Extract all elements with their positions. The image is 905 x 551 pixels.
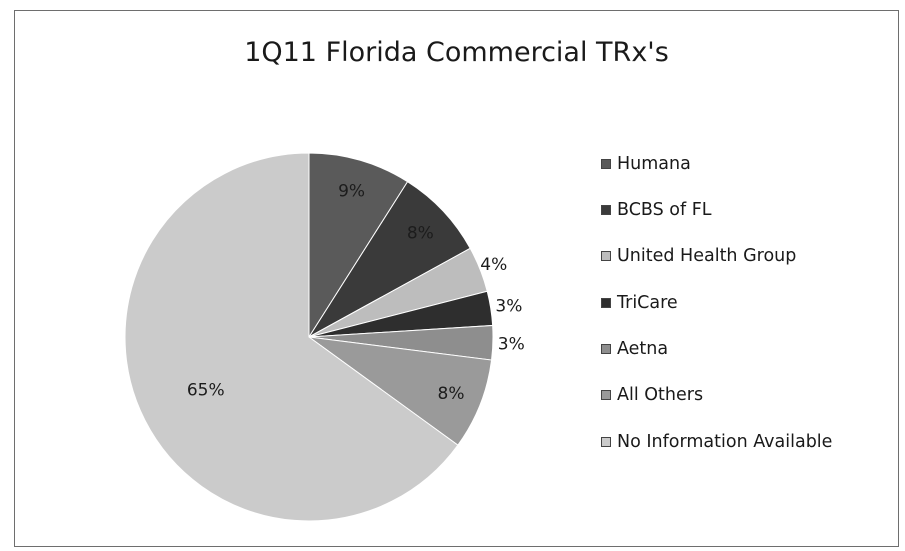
legend-label: All Others [617,385,704,406]
legend-label: TriCare [617,292,678,313]
legend-item: Aetna [601,338,832,361]
legend-label: United Health Group [617,246,797,267]
pie-slice-no-information-available [124,152,459,522]
legend-label: Humana [617,153,691,174]
legend-label: BCBS of FL [617,199,712,220]
data-label: 3% [498,334,525,354]
legend-swatch [601,390,611,401]
data-label: 3% [495,296,522,316]
data-label: 65% [187,381,225,401]
data-label: 4% [480,255,507,275]
legend-swatch [601,251,611,262]
legend-item: United Health Group [601,245,832,268]
legend-item: No Information Available [601,430,832,453]
legend-swatch [601,297,611,308]
legend-label: No Information Available [617,431,833,452]
legend-swatch [601,204,611,215]
legend-swatch [601,158,611,169]
legend-swatch [601,436,611,447]
legend-item: TriCare [601,291,832,314]
legend-swatch [601,344,611,355]
data-label: 8% [438,384,465,404]
pie-slice-humana [308,152,409,339]
legend-label: Aetna [617,339,669,360]
data-label: 9% [338,181,365,201]
data-label: 8% [407,223,434,243]
legend-item: BCBS of FL [601,198,832,221]
legend-item: All Others [601,384,832,407]
legend-item: Humana [601,152,832,175]
pie-slice-all-others [308,336,493,446]
pie-slice-bcbs-of-fl [308,180,471,338]
chart-legend: Humana BCBS of FL United Health Group TriCa… [601,152,832,477]
chart-title: 1Q11 Florida Commercial TRx's [244,37,669,68]
